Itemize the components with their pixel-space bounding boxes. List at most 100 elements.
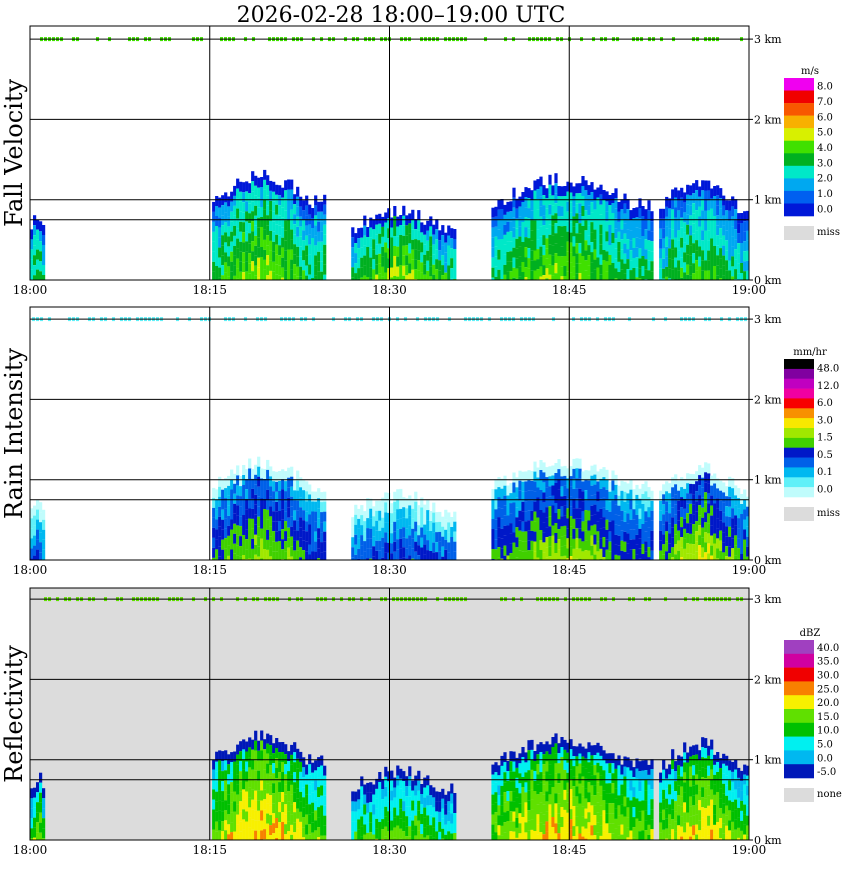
echo-pixel: [506, 761, 509, 771]
echo-pixel: [575, 806, 578, 816]
echo-pixel: [254, 821, 257, 831]
echo-pixel: [242, 535, 245, 545]
echo-pixel: [650, 829, 653, 839]
echo-pixel: [641, 266, 644, 276]
echo-pixel: [393, 808, 396, 818]
echo-pixel: [287, 831, 290, 840]
echo-pixel: [230, 752, 233, 762]
echo-pixel: [677, 815, 680, 825]
echo-pixel: [725, 546, 728, 556]
echo-pixel: [269, 556, 272, 560]
echo-pixel: [530, 541, 533, 551]
echo-pixel: [536, 219, 539, 229]
echo-pixel: [704, 788, 707, 798]
echo-pixel: [623, 807, 626, 817]
echo-pixel: [728, 517, 731, 527]
echo-pixel: [674, 524, 677, 534]
echo-pixel: [596, 218, 599, 228]
echo-pixel: [269, 745, 272, 755]
echo-pixel: [260, 539, 263, 549]
echo-pixel: [503, 832, 506, 840]
echo-pixel: [677, 835, 680, 840]
echo-pixel: [542, 814, 545, 824]
echo-pixel: [740, 821, 743, 831]
echo-pixel: [411, 791, 414, 801]
echo-pixel: [323, 786, 326, 796]
echo-pixel: [432, 543, 435, 553]
legend-swatch: [784, 153, 814, 166]
echo-pixel: [384, 827, 387, 837]
echo-pixel: [644, 830, 647, 840]
echo-pixel: [302, 787, 305, 797]
echo-pixel: [551, 225, 554, 235]
echo-pixel: [683, 202, 686, 212]
echo-pixel: [716, 185, 719, 195]
echo-pixel: [554, 173, 557, 183]
echo-pixel: [521, 747, 524, 757]
echo-pixel: [710, 239, 713, 249]
echo-pixel: [620, 249, 623, 259]
echo-pixel: [665, 799, 668, 809]
echo-pixel: [734, 525, 737, 535]
echo-pixel: [665, 217, 668, 227]
echo-pixel: [218, 198, 221, 208]
echo-pixel: [617, 506, 620, 516]
echo-pixel: [500, 816, 503, 826]
echo-pixel: [581, 176, 584, 186]
echo-pixel: [281, 832, 284, 840]
echo-pixel: [644, 790, 647, 800]
echo-pixel: [728, 790, 731, 800]
echo-pixel: [536, 259, 539, 269]
echo-pixel: [620, 795, 623, 805]
echo-pixel: [623, 264, 626, 274]
echo-pixel: [638, 761, 641, 771]
echo-pixel: [447, 226, 450, 236]
echo-pixel: [444, 233, 447, 243]
echo-pixel: [596, 753, 599, 763]
echo-pixel: [722, 552, 725, 560]
echo-pixel: [218, 517, 221, 527]
echo-pixel: [689, 185, 692, 195]
echo-pixel: [671, 819, 674, 829]
echo-pixel: [578, 814, 581, 824]
echo-pixel: [494, 812, 497, 822]
echo-pixel: [284, 180, 287, 190]
echo-pixel: [375, 265, 378, 275]
echo-pixel: [393, 246, 396, 256]
echo-pixel: [257, 467, 260, 477]
echo-pixel: [272, 743, 275, 753]
echo-pixel: [227, 764, 230, 774]
echo-pixel: [725, 240, 728, 250]
echo-pixel: [363, 236, 366, 246]
echo-pixel: [728, 770, 731, 780]
echo-pixel: [33, 245, 36, 255]
echo-pixel: [710, 546, 713, 556]
echo-pixel: [677, 260, 680, 270]
echo-pixel: [305, 785, 308, 795]
echo-pixel: [363, 226, 366, 236]
echo-pixel: [554, 543, 557, 553]
echo-pixel: [524, 541, 527, 551]
echo-pixel: [272, 272, 275, 280]
echo-pixel: [578, 273, 581, 280]
echo-pixel: [405, 508, 408, 518]
echo-pixel: [557, 499, 560, 509]
echo-pixel: [402, 831, 405, 840]
echo-pixel: [248, 183, 251, 193]
echo-pixel: [512, 503, 515, 513]
echo-pixel: [689, 544, 692, 554]
echo-pixel: [453, 229, 456, 239]
echo-pixel: [728, 537, 731, 547]
echo-pixel: [719, 828, 722, 838]
echo-pixel: [509, 201, 512, 211]
echo-pixel: [269, 241, 272, 251]
echo-pixel: [396, 529, 399, 539]
echo-pixel: [497, 785, 500, 795]
echo-pixel: [689, 494, 692, 504]
echo-pixel: [626, 807, 629, 817]
echo-pixel: [311, 783, 314, 793]
echo-pixel: [491, 268, 494, 278]
echo-pixel: [420, 528, 423, 538]
echo-pixel: [716, 812, 719, 822]
echo-pixel: [677, 825, 680, 835]
